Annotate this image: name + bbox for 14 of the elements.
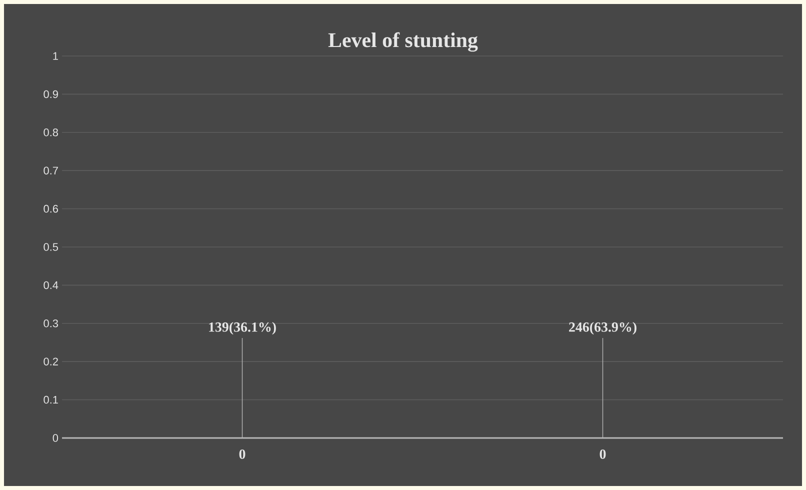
y-tick-label: 0.6	[44, 204, 58, 213]
y-tick-label: 0.1	[44, 396, 58, 404]
annotation: 246(63.9%)	[569, 322, 636, 335]
annotation: 139(36.1%)	[209, 322, 276, 335]
y-tick-label: 0	[52, 434, 58, 442]
y-tick-label: 0.2	[44, 358, 58, 366]
y-tick-label: 0.4	[44, 281, 58, 290]
y-tick-label: 0.5	[44, 243, 58, 251]
y-tick-label: 0.8	[44, 128, 58, 136]
y-tick-label: 0.3	[44, 320, 58, 328]
y-tick-label: 0.9	[44, 90, 58, 98]
y-tick-label: 0.7	[44, 166, 58, 174]
chart-title: Level of stunting	[328, 32, 478, 52]
y-tick-label: 1	[53, 52, 58, 60]
